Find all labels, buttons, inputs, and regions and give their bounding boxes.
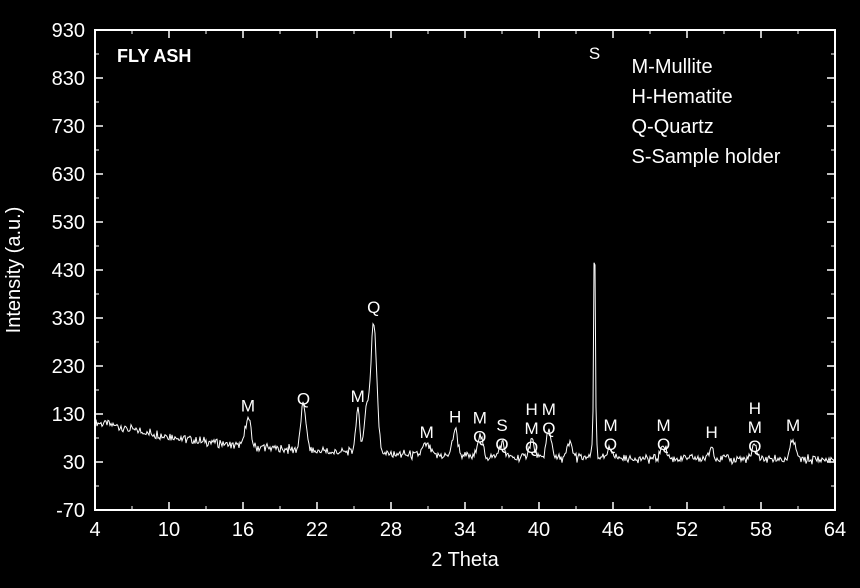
peak-label: Q xyxy=(367,298,380,317)
x-tick-label: 64 xyxy=(824,519,846,541)
x-tick-label: 10 xyxy=(158,519,180,541)
y-tick-label: 730 xyxy=(52,116,85,138)
x-tick-label: 58 xyxy=(750,519,772,541)
peak-label: Q xyxy=(525,438,538,457)
peak-label: M xyxy=(786,416,800,435)
y-tick-label: -70 xyxy=(56,500,85,522)
x-tick-label: 40 xyxy=(528,519,550,541)
y-tick-label: 930 xyxy=(52,20,85,42)
peak-label: M xyxy=(542,400,556,419)
peak-label: M xyxy=(748,418,762,437)
y-tick-label: 130 xyxy=(52,404,85,426)
x-tick-label: 28 xyxy=(380,519,402,541)
peak-label: Q xyxy=(297,389,310,408)
peak-label: H xyxy=(749,399,761,418)
xrd-chart: 4 10 16 22 28 34 40 46 52 58 64 -70 30 130 230 330 430 53… xyxy=(0,0,860,588)
peak-label: Q xyxy=(473,428,486,447)
y-tick-label: 430 xyxy=(52,260,85,282)
x-tick-label: 4 xyxy=(89,519,100,541)
y-axis-label: Intensity (a.u.) xyxy=(3,207,25,334)
peak-label: S xyxy=(589,44,600,63)
peak-label: H xyxy=(449,408,461,427)
peak-label: M xyxy=(603,416,617,435)
legend-item: H-Hematite xyxy=(632,86,733,108)
y-tick-label: 30 xyxy=(63,452,85,474)
chart-svg: 4 10 16 22 28 34 40 46 52 58 64 -70 30 130 230 330 430 53… xyxy=(0,0,860,588)
peak-label: Q xyxy=(495,435,508,454)
x-tick-label: 52 xyxy=(676,519,698,541)
chart-title: FLY ASH xyxy=(117,46,191,66)
peak-label: M xyxy=(473,409,487,428)
x-axis-label: 2 Theta xyxy=(431,549,499,571)
legend-item: S-Sample holder xyxy=(632,146,781,168)
peak-label: Q xyxy=(542,419,555,438)
peak-label: H xyxy=(525,400,537,419)
x-tick-label: 34 xyxy=(454,519,476,541)
peak-label: H xyxy=(706,423,718,442)
y-tick-label: 230 xyxy=(52,356,85,378)
y-tick-label: 530 xyxy=(52,212,85,234)
x-tick-label: 22 xyxy=(306,519,328,541)
legend-item: M-Mullite xyxy=(632,56,713,78)
legend-item: Q-Quartz xyxy=(632,116,714,138)
peak-label: Q xyxy=(604,435,617,454)
peak-label: Q xyxy=(748,437,761,456)
peak-label: Q xyxy=(657,435,670,454)
x-tick-label: 46 xyxy=(602,519,624,541)
y-tick-label: 330 xyxy=(52,308,85,330)
peak-label: M xyxy=(241,397,255,416)
y-tick-label: 830 xyxy=(52,68,85,90)
peak-label: M xyxy=(351,387,365,406)
peak-label: M xyxy=(525,419,539,438)
x-tick-label: 16 xyxy=(232,519,254,541)
peak-label: M xyxy=(656,416,670,435)
y-tick-label: 630 xyxy=(52,164,85,186)
peak-label: S xyxy=(496,416,507,435)
peak-label: M xyxy=(420,423,434,442)
